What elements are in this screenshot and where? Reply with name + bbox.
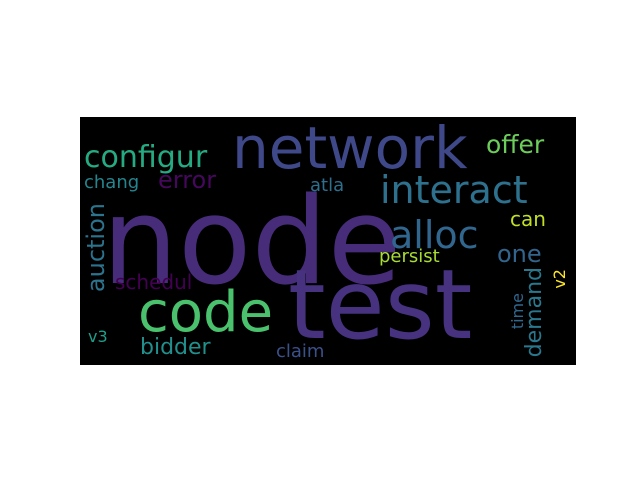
word-one: one xyxy=(497,240,542,268)
word-auction: auction xyxy=(82,203,110,293)
word-persist: persist xyxy=(379,246,440,267)
word-atla: atla xyxy=(310,175,345,196)
word-test: test xyxy=(288,249,473,361)
word-configur: configur xyxy=(84,140,208,175)
word-can: can xyxy=(510,207,546,231)
word-node: node xyxy=(102,173,402,312)
word-interact: interact xyxy=(380,168,528,212)
word-claim: claim xyxy=(276,341,325,362)
word-schedul: schedul xyxy=(115,270,193,294)
word-time: time xyxy=(508,293,527,330)
word-error: error xyxy=(158,166,217,194)
word-offer: offer xyxy=(486,130,545,159)
word-alloc: alloc xyxy=(390,213,479,257)
word-chang: chang xyxy=(84,172,140,193)
word-cloud: node test network code interact alloc co… xyxy=(80,117,576,365)
word-v2: v2 xyxy=(550,269,569,289)
word-code: code xyxy=(138,280,274,345)
word-demand: demand xyxy=(522,267,547,358)
word-bidder: bidder xyxy=(140,335,211,360)
word-v3: v3 xyxy=(88,327,108,346)
word-network: network xyxy=(232,117,468,182)
